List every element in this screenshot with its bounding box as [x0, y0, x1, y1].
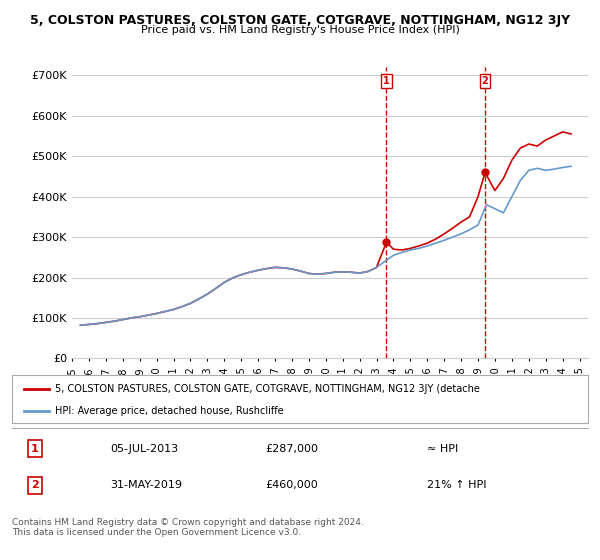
Text: ≈ HPI: ≈ HPI — [427, 444, 458, 454]
Text: 5, COLSTON PASTURES, COLSTON GATE, COTGRAVE, NOTTINGHAM, NG12 3JY: 5, COLSTON PASTURES, COLSTON GATE, COTGR… — [30, 14, 570, 27]
Text: £460,000: £460,000 — [265, 480, 318, 490]
Text: £287,000: £287,000 — [265, 444, 319, 454]
Text: HPI: Average price, detached house, Rushcliffe: HPI: Average price, detached house, Rush… — [55, 406, 284, 416]
Text: 31-MAY-2019: 31-MAY-2019 — [110, 480, 182, 490]
Text: 2: 2 — [482, 76, 488, 86]
Text: Contains HM Land Registry data © Crown copyright and database right 2024.
This d: Contains HM Land Registry data © Crown c… — [12, 518, 364, 538]
Text: 1: 1 — [383, 76, 390, 86]
Text: 1: 1 — [31, 444, 39, 454]
Text: 05-JUL-2013: 05-JUL-2013 — [110, 444, 178, 454]
Text: 2: 2 — [31, 480, 39, 490]
Text: 21% ↑ HPI: 21% ↑ HPI — [427, 480, 486, 490]
Text: 5, COLSTON PASTURES, COLSTON GATE, COTGRAVE, NOTTINGHAM, NG12 3JY (detache: 5, COLSTON PASTURES, COLSTON GATE, COTGR… — [55, 384, 480, 394]
Text: Price paid vs. HM Land Registry's House Price Index (HPI): Price paid vs. HM Land Registry's House … — [140, 25, 460, 35]
